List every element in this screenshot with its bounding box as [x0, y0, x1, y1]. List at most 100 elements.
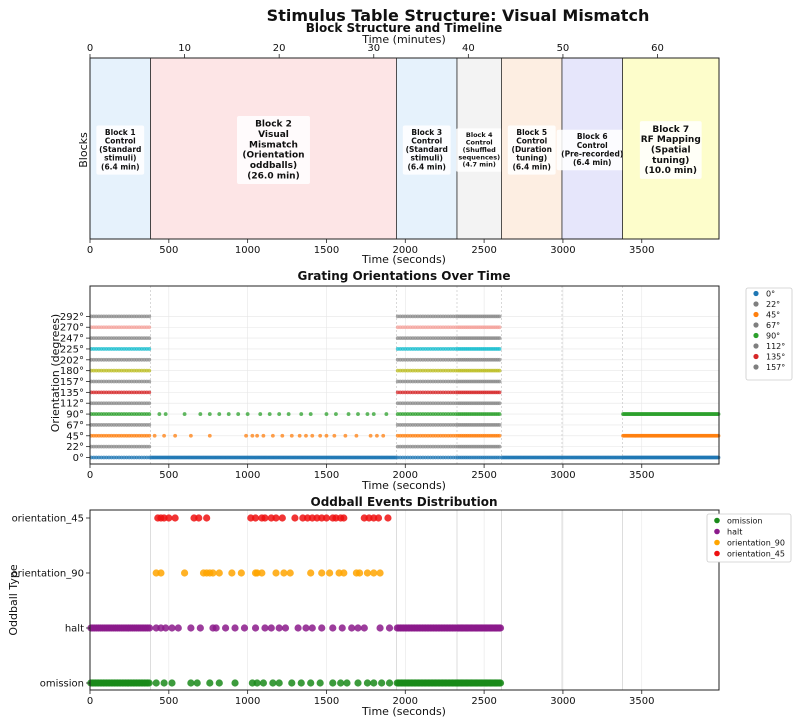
panel3-ytick-label: orientation_45 [12, 514, 84, 525]
oddball-point-omission [145, 679, 153, 687]
orientation-point-90deg [245, 412, 250, 416]
orientation-point-45deg [310, 433, 315, 438]
orientation-point-180deg [497, 368, 502, 373]
panel2-ytick-label: 45° [66, 431, 84, 442]
oddball-point-orientation_90 [228, 569, 236, 577]
panel3-ylabel: Oddball Type [7, 564, 20, 635]
oddball-point-halt [308, 624, 316, 632]
oddball-point-omission [259, 679, 268, 687]
panel2-xtick-label: 2500 [471, 470, 496, 481]
panel1-xtick-label: 500 [159, 245, 178, 256]
oddball-point-orientation_45 [171, 514, 179, 522]
orientation-point-270deg [147, 325, 152, 330]
panel2-ytick-label: 67° [66, 420, 84, 431]
panel1-top-tick-label: 20 [273, 43, 286, 54]
orientation-point-67deg [147, 423, 152, 427]
orientation-point-112deg [147, 401, 152, 406]
oddball-point-orientation_90 [215, 569, 223, 577]
block-2-label: Block 2 Visual Mismatch (Orientation oddball… [242, 120, 304, 182]
orientation-point-45deg [270, 433, 275, 438]
orientation-point-90deg [236, 412, 241, 416]
legend-entry: 22° [766, 300, 780, 309]
orientation-point-45deg [255, 433, 260, 438]
orientation-point-90deg [299, 412, 304, 416]
panel3-ytick-label: orientation_90 [12, 569, 84, 580]
block-6-label-box [556, 129, 628, 171]
orientation-point-45deg [368, 433, 373, 438]
legend-marker [753, 290, 759, 297]
block-2-label-box [237, 115, 310, 185]
oddball-point-halt [275, 624, 283, 632]
orientation-point-45deg [152, 433, 157, 438]
figure-title: Stimulus Table Structure: Visual Mismatc… [267, 6, 650, 25]
orientation-point-90deg [267, 412, 272, 416]
orientation-point-45deg [375, 433, 379, 438]
orientation-point-90deg [384, 412, 389, 416]
block-4-label: Block 4 Control (Shuffled sequences) (4.7 mi… [458, 131, 500, 169]
panel3-xtick-label: 3500 [629, 696, 654, 707]
oddball-point-halt [168, 624, 176, 632]
legend-entry: 67° [766, 321, 780, 330]
oddball-point-orientation_90 [318, 569, 326, 577]
legend-marker [753, 311, 759, 318]
legend-entry: 112° [766, 342, 785, 351]
oddball-point-omission [316, 679, 324, 687]
block-7-label-box [639, 121, 702, 179]
panel2-xtick-label: 3500 [629, 470, 654, 481]
oddball-point-orientation_45 [272, 514, 280, 522]
oddball-point-halt [196, 624, 204, 632]
orientation-point-90deg [163, 412, 168, 416]
oddball-point-omission [206, 679, 214, 687]
oddball-point-halt [187, 624, 195, 632]
panel2-xtick-label: 0 [87, 470, 93, 481]
oddball-point-omission [307, 679, 315, 687]
orientation-point-45deg [261, 433, 266, 438]
panel1-top-tick-label: 40 [462, 43, 475, 54]
oddball-panel: Oddball Events Distribution 0 500 1000 1500… [7, 495, 792, 718]
orientation-point-90deg [277, 412, 282, 416]
oddball-point-orientation_90 [157, 569, 165, 577]
legend-marker [714, 550, 720, 557]
block-5-label: Block 5 Control (Duration tuning) (6.4 min) [512, 128, 552, 172]
oddball-point-orientation_45 [203, 514, 211, 522]
oddball-point-halt [212, 624, 220, 632]
oddball-point-omission [231, 679, 239, 687]
panel1-xtick-label: 3000 [550, 245, 575, 256]
oddball-point-orientation_90 [307, 569, 315, 577]
orientation-point-45deg [324, 433, 329, 438]
panel1-top-tick-label: 10 [178, 43, 191, 54]
panel2-ytick-label: 270° [60, 323, 84, 334]
oddball-point-omission [168, 679, 176, 687]
legend-marker [753, 332, 759, 339]
block-timeline-panel: Block Structure and Timeline Time (minut… [77, 21, 720, 266]
panel3-xlabel: Time (seconds) [361, 705, 446, 718]
orientation-point-0deg [619, 455, 624, 460]
oddball-point-omission [288, 679, 296, 687]
panel2-ytick-label: 292° [60, 312, 84, 323]
oddball-point-omission [378, 679, 386, 687]
block-4-label-box [456, 128, 503, 172]
oddball-point-halt [221, 624, 230, 632]
oddball-legend: omission halt orientation_90 orientation_45 [706, 513, 792, 563]
orientation-point-90deg [286, 412, 291, 416]
oddball-point-halt [348, 624, 356, 632]
panel2-xtick-label: 1500 [314, 470, 339, 481]
oddball-point-orientation_90 [340, 569, 348, 577]
legend-entry: orientation_45 [727, 550, 785, 559]
oddball-point-halt [281, 624, 290, 632]
oddball-point-halt [329, 624, 337, 632]
oddball-point-halt [251, 624, 260, 632]
panel1-xtick-label: 2500 [471, 245, 496, 256]
orientation-point-90deg [324, 412, 329, 416]
orientation-point-67deg [497, 423, 502, 427]
oddball-point-halt [360, 624, 368, 632]
orientation-point-225deg [147, 347, 152, 351]
orientation-point-180deg [147, 368, 152, 373]
legend-entry: 135° [766, 353, 785, 362]
oddball-point-orientation_45 [291, 514, 299, 522]
oddball-point-omission [297, 679, 305, 687]
oddball-point-omission [337, 679, 345, 687]
panel3-frame [89, 509, 720, 691]
panel3-xtick-label: 0 [87, 696, 93, 707]
oddball-point-orientation_45 [340, 514, 348, 522]
